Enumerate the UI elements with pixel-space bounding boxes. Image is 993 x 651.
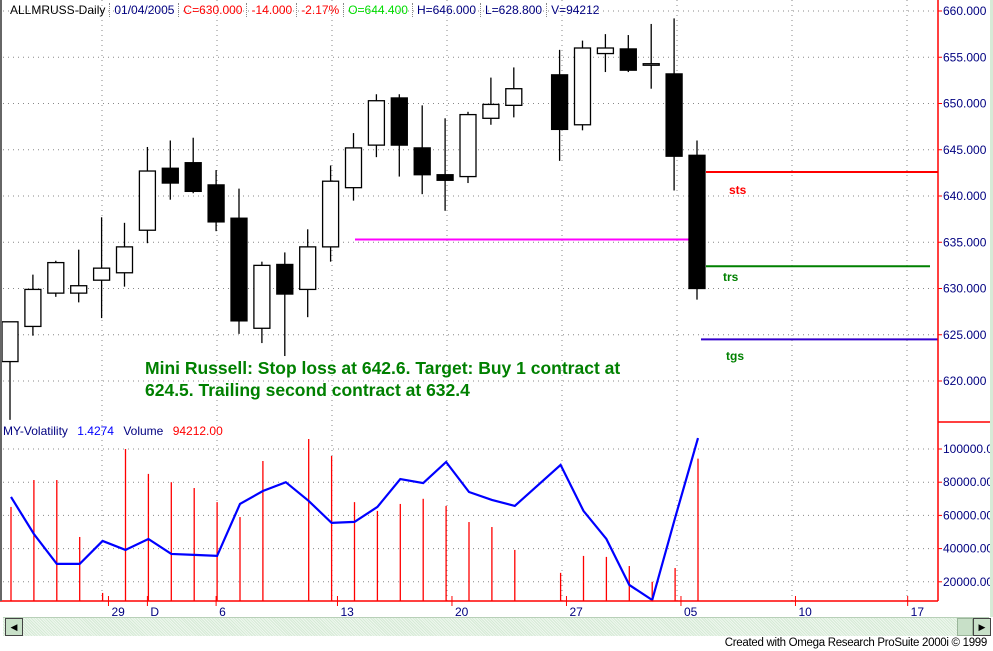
price-tick-label: 620.000 <box>943 374 987 388</box>
axes: 660.000 655.000 650.000 645.000 640.000 635.0… <box>0 0 993 619</box>
candle-up <box>24 288 42 328</box>
candle-up <box>1 321 19 363</box>
candle-up <box>47 261 65 294</box>
time-tick-label: 13 <box>340 605 354 619</box>
time-tick-label: 27 <box>569 605 583 619</box>
candle-up <box>299 246 317 291</box>
candle-up <box>459 113 477 178</box>
candle-down <box>436 174 454 181</box>
date: 01/04/2005 <box>110 3 180 17</box>
candle-down <box>550 74 569 131</box>
label-trs: trs <box>723 270 739 284</box>
candle-up <box>70 285 88 294</box>
candle-up <box>344 147 363 189</box>
price-tick-label: 655.000 <box>943 50 987 64</box>
annotation-line1: Mini Russell: Stop loss at 642.6. Target… <box>145 358 621 378</box>
volume-bars <box>10 437 700 602</box>
candle-down <box>619 48 637 71</box>
candle-up <box>596 47 615 55</box>
volume-tick-label: 40000.00 <box>943 542 993 556</box>
volume-value: 94212.00 <box>172 424 223 438</box>
time-tick-label: 05 <box>684 605 698 619</box>
volume-tick-label: 80000.00 <box>943 475 993 489</box>
change-pct: -2.17% <box>297 3 345 17</box>
volume-name: Volume <box>123 424 164 438</box>
volatility-line <box>10 437 700 602</box>
indicator-value: 1.4274 <box>77 424 114 438</box>
time-tick-label: 29 <box>111 605 125 619</box>
price-tick-label: 625.000 <box>943 328 987 342</box>
symbol: ALLMRUSS-Daily <box>6 3 111 17</box>
high: H=646.000 <box>413 3 481 17</box>
volume-tick-label: 100000.00 <box>943 442 993 456</box>
open: O=644.400 <box>344 3 413 17</box>
candle-up <box>92 267 111 281</box>
candle-up <box>321 180 340 248</box>
close: C=630.000 <box>179 3 248 17</box>
candle-down <box>184 162 202 193</box>
candle-up <box>642 63 660 66</box>
candle-down <box>207 184 225 223</box>
grid <box>3 0 938 601</box>
annotation-text: Mini Russell: Stop loss at 642.6. Target… <box>145 357 705 401</box>
candle-down <box>688 154 706 290</box>
price-tick-label: 650.000 <box>943 97 987 111</box>
change: -14.000 <box>247 3 298 17</box>
candle-down <box>276 263 294 295</box>
candle-up <box>573 47 592 126</box>
scroll-thumb[interactable] <box>957 618 973 636</box>
candle-up <box>482 103 500 119</box>
window-edge <box>990 0 993 617</box>
candle-up <box>138 170 157 231</box>
time-tick-label: 17 <box>911 605 925 619</box>
horizontal-scrollbar[interactable]: ◀ ▶ <box>3 617 991 636</box>
price-tick-label: 630.000 <box>943 282 987 296</box>
time-tick-label: 20 <box>455 605 469 619</box>
candle-up <box>505 88 523 106</box>
candle-up <box>115 246 134 274</box>
candles <box>1 18 706 420</box>
chart-header: ALLMRUSS-Daily 01/04/2005 C=630.000 -14.… <box>6 3 603 17</box>
price-tick-label: 635.000 <box>943 235 987 249</box>
time-tick-label: D <box>150 605 159 619</box>
indicator-name: MY-Volatility <box>3 424 68 438</box>
label-sts: sts <box>729 183 747 197</box>
scroll-right-button[interactable]: ▶ <box>973 618 991 636</box>
scroll-left-button[interactable]: ◀ <box>5 618 23 636</box>
candle-up <box>253 264 271 329</box>
candle-up <box>367 100 386 146</box>
credit-text: Created with Omega Research ProSuite 200… <box>724 637 988 649</box>
volume: V=94212 <box>551 3 600 17</box>
volume-tick-label: 60000.00 <box>943 508 993 522</box>
subpanel-header: MY-Volatility 1.4274 Volume 94212.00 <box>3 424 229 438</box>
candle-down <box>390 97 408 146</box>
annotation-line2: 624.5. Trailing second contract at 632.4 <box>145 380 470 400</box>
candle-down <box>161 167 179 184</box>
candle-down <box>230 217 248 322</box>
low: L=628.800 <box>481 3 548 17</box>
time-tick-label: 10 <box>798 605 812 619</box>
level-lines <box>355 170 938 341</box>
price-tick-label: 640.000 <box>943 189 987 203</box>
label-tgs: tgs <box>726 349 744 363</box>
volume-tick-label: 20000.00 <box>943 575 993 589</box>
time-tick-label: 6 <box>219 605 226 619</box>
candle-down <box>665 73 683 157</box>
candle-down <box>413 147 431 176</box>
price-tick-label: 645.000 <box>943 143 987 157</box>
price-tick-label: 660.000 <box>943 4 987 18</box>
